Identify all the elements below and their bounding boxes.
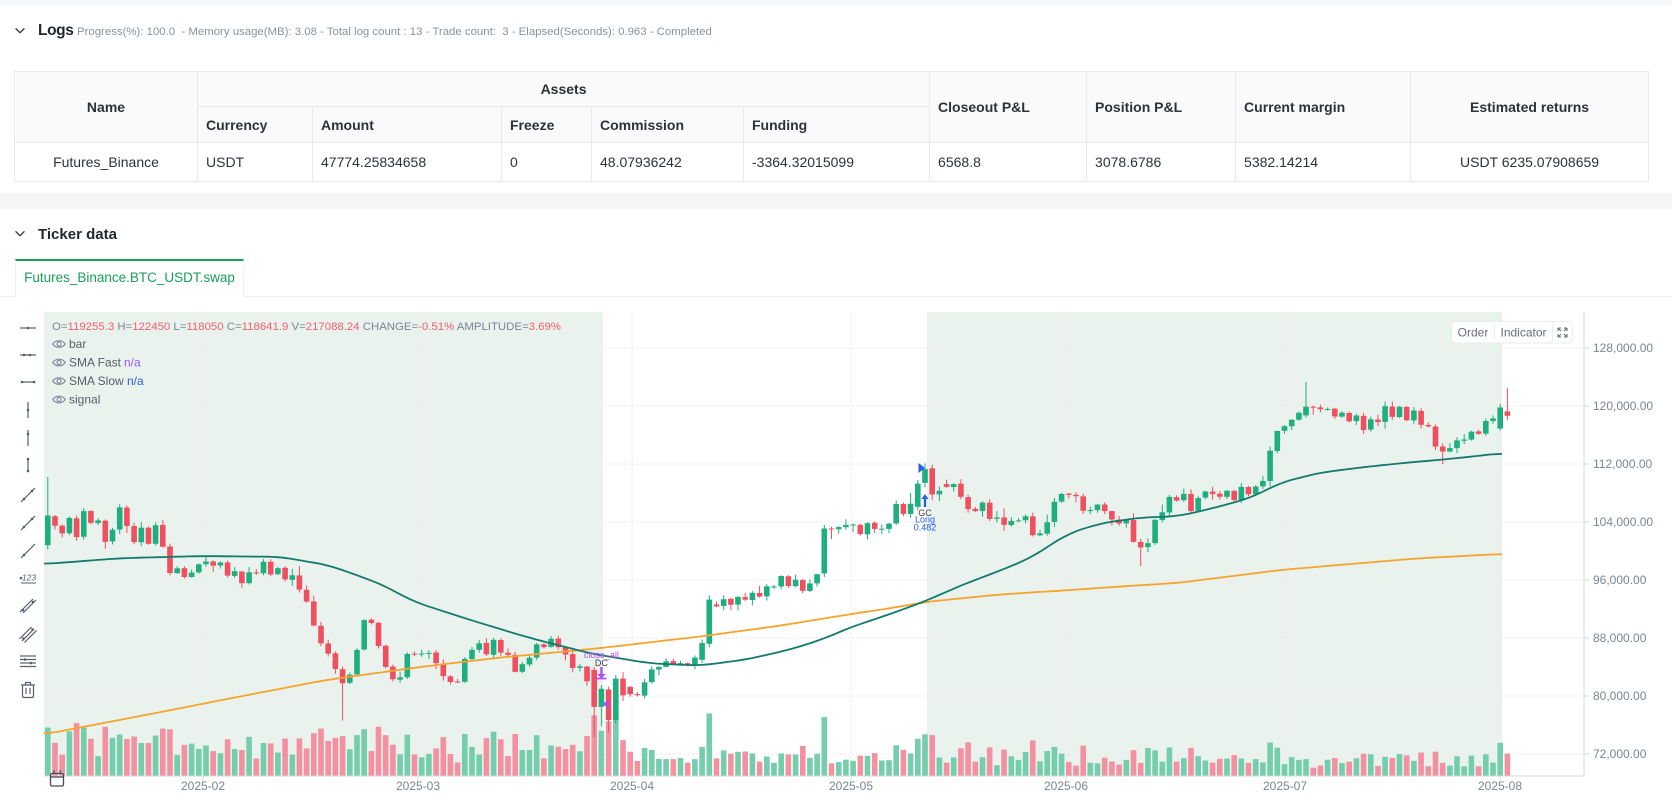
svg-text:Indicator: Indicator <box>1500 326 1546 340</box>
svg-text:n/a: n/a <box>127 374 144 388</box>
svg-text:80,000.00: 80,000.00 <box>1593 689 1647 703</box>
svg-text:2025-08: 2025-08 <box>1478 779 1522 793</box>
svg-text:123: 123 <box>22 573 36 583</box>
svg-text:O=119255.3 H=122450 L=118050 C: O=119255.3 H=122450 L=118050 C=118641.9 … <box>52 321 561 333</box>
svg-text:0.482: 0.482 <box>914 523 937 533</box>
svg-text:120,000.00: 120,000.00 <box>1593 399 1653 413</box>
svg-text:2025-05: 2025-05 <box>829 779 873 793</box>
svg-text:Long: Long <box>915 515 935 525</box>
svg-text:2025-03: 2025-03 <box>396 779 440 793</box>
svg-text:n/a: n/a <box>124 356 141 370</box>
svg-text:GC: GC <box>918 508 932 518</box>
svg-text:104,000.00: 104,000.00 <box>1593 515 1653 529</box>
svg-text:SMA Slow: SMA Slow <box>69 374 124 388</box>
svg-text:2025-06: 2025-06 <box>1044 779 1088 793</box>
svg-text:112,000.00: 112,000.00 <box>1593 457 1652 471</box>
svg-text:2025-07: 2025-07 <box>1263 779 1307 793</box>
svg-text:88,000.00: 88,000.00 <box>1593 631 1647 645</box>
svg-text:close_all: close_all <box>584 650 619 660</box>
svg-text:SMA Fast: SMA Fast <box>69 356 122 370</box>
svg-text:2025-02: 2025-02 <box>181 779 225 793</box>
svg-text:DC: DC <box>595 658 608 668</box>
svg-text:128,000.00: 128,000.00 <box>1593 341 1653 355</box>
svg-text:signal: signal <box>69 393 100 407</box>
svg-text:72,000.00: 72,000.00 <box>1593 747 1647 761</box>
svg-text:bar: bar <box>69 337 86 351</box>
svg-text:Order: Order <box>1458 326 1489 340</box>
svg-text:96,000.00: 96,000.00 <box>1593 573 1647 587</box>
svg-text:2025-04: 2025-04 <box>610 779 654 793</box>
